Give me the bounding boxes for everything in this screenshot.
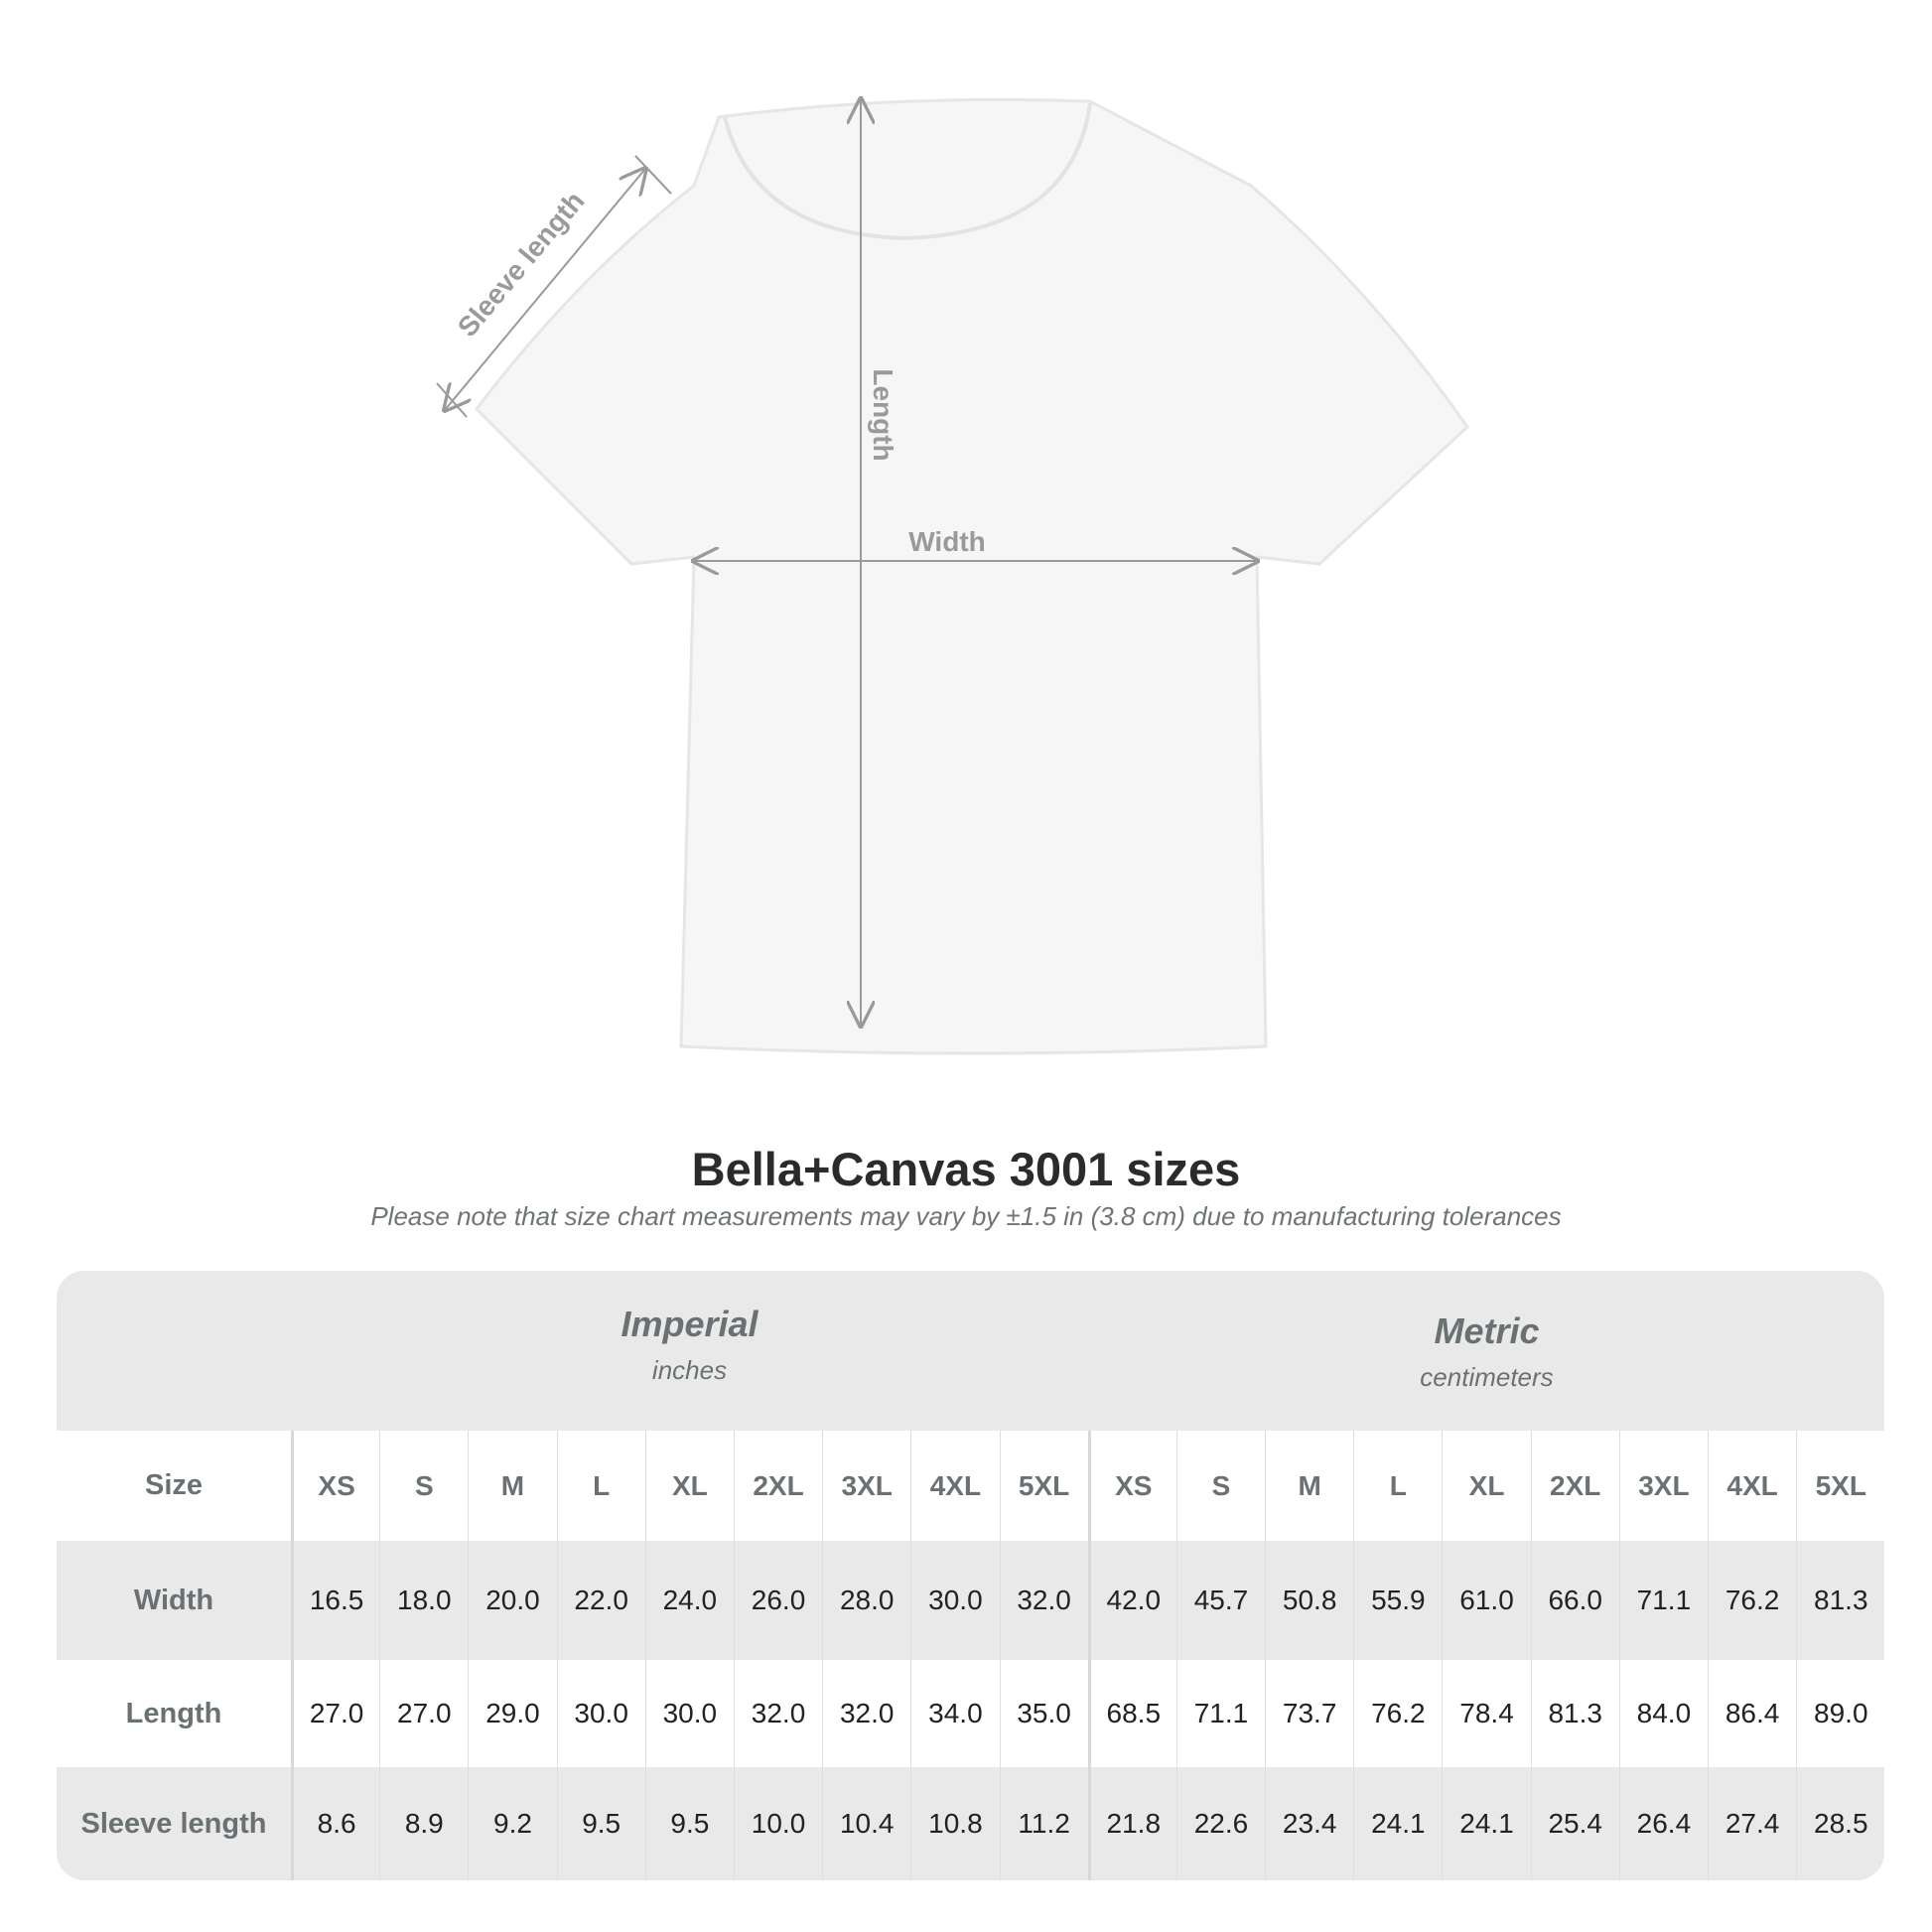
- table-cell: 9.5: [556, 1767, 645, 1880]
- table-cell: 32.0: [822, 1660, 910, 1767]
- table-cell: 34.0: [910, 1660, 999, 1767]
- row-label: Width: [133, 1584, 214, 1616]
- size-header-cell: S: [379, 1431, 468, 1541]
- size-header-cell: M: [468, 1431, 556, 1541]
- table-cell: 9.2: [468, 1767, 556, 1880]
- table-cell: 28.0: [822, 1541, 910, 1660]
- row-label: Sleeve length: [80, 1807, 267, 1840]
- size-header-cell: XS: [291, 1431, 379, 1541]
- table-cell: 55.9: [1353, 1541, 1442, 1660]
- size-header-cell: L: [1353, 1431, 1442, 1541]
- table-cell: 20.0: [468, 1541, 556, 1660]
- table-cell: 45.7: [1175, 1541, 1265, 1660]
- table-cell: 26.0: [733, 1541, 822, 1660]
- table-cell: 8.9: [379, 1767, 468, 1880]
- table-cell: 42.0: [1087, 1541, 1176, 1660]
- table-cell: 27.0: [379, 1660, 468, 1767]
- tshirt-collar: [723, 102, 1092, 241]
- table-cell: 25.4: [1530, 1767, 1619, 1880]
- table-cell: 8.6: [291, 1767, 379, 1880]
- size-header-cell: 4XL: [910, 1431, 999, 1541]
- table-cell: 71.1: [1175, 1660, 1265, 1767]
- table-cell: 30.0: [556, 1660, 645, 1767]
- table-cell: 11.2: [999, 1767, 1088, 1880]
- table-cell: 22.6: [1175, 1767, 1265, 1880]
- table-cell: 81.3: [1796, 1541, 1884, 1660]
- table-cell: 32.0: [733, 1660, 822, 1767]
- table-cell: 30.0: [644, 1660, 734, 1767]
- imperial-header: Imperial inches: [291, 1304, 1088, 1386]
- size-header-cell: 3XL: [822, 1431, 910, 1541]
- table-cell: 24.0: [644, 1541, 734, 1660]
- table-cell: 30.0: [910, 1541, 999, 1660]
- table-cell: 10.4: [822, 1767, 910, 1880]
- size-header-cell: 2XL: [1530, 1431, 1619, 1541]
- size-header-cell: XL: [1442, 1431, 1530, 1541]
- size-header-cell: M: [1265, 1431, 1353, 1541]
- table-cell: 24.1: [1353, 1767, 1442, 1880]
- table-cell: 86.4: [1708, 1660, 1796, 1767]
- table-cell: 35.0: [999, 1660, 1088, 1767]
- width-label: Width: [908, 526, 986, 557]
- size-table: Imperial inches Metric centimeters Size …: [57, 1271, 1884, 1880]
- table-cell: 73.7: [1265, 1660, 1353, 1767]
- table-cell: 68.5: [1087, 1660, 1176, 1767]
- table-cell: 21.8: [1087, 1767, 1176, 1880]
- metric-header: Metric centimeters: [1088, 1311, 1884, 1393]
- table-cell: 23.4: [1265, 1767, 1353, 1880]
- size-header-cell: 4XL: [1708, 1431, 1796, 1541]
- table-cell: 76.2: [1353, 1660, 1442, 1767]
- imperial-title: Imperial: [621, 1304, 759, 1344]
- table-cell: 18.0: [379, 1541, 468, 1660]
- row-label: Length: [125, 1697, 222, 1729]
- size-header-row: Size XS S M L XL 2XL 3XL 4XL 5XL XS S M L XL 2XL 3XL 4XL…: [57, 1431, 1884, 1541]
- tshirt-diagram: Sleeve length Length Width: [436, 0, 1469, 1055]
- page-title: Bella+Canvas 3001 sizes: [691, 1143, 1241, 1195]
- table-cell: 24.1: [1442, 1767, 1530, 1880]
- units-header: [57, 1271, 1884, 1431]
- table-cell: 32.0: [999, 1541, 1088, 1660]
- tolerance-note: Please note that size chart measurements…: [370, 1201, 1562, 1231]
- size-header-cell: L: [556, 1431, 645, 1541]
- table-cell: 9.5: [644, 1767, 734, 1880]
- imperial-unit: inches: [651, 1355, 728, 1385]
- table-cell: 27.4: [1708, 1767, 1796, 1880]
- size-header-cell: XS: [1087, 1431, 1176, 1541]
- size-header-cell: 3XL: [1618, 1431, 1708, 1541]
- row-label: Size: [144, 1469, 204, 1501]
- table-cell: 28.5: [1796, 1767, 1884, 1880]
- table-cell: 61.0: [1442, 1541, 1530, 1660]
- table-row: Length 27.0 27.0 29.0 30.0 30.0 32.0 32.0 34.0 35…: [57, 1660, 1884, 1767]
- size-header-cell: 5XL: [999, 1431, 1088, 1541]
- metric-title: Metric: [1434, 1311, 1540, 1351]
- table-cell: 50.8: [1265, 1541, 1353, 1660]
- table-cell: 76.2: [1708, 1541, 1796, 1660]
- sleeve-measure-line: [445, 169, 645, 410]
- table-row: Width 16.5 18.0 20.0 22.0 24.0 26.0 28.0 30.0 32.…: [57, 1541, 1884, 1660]
- table-cell: 71.1: [1618, 1541, 1708, 1660]
- table-cell: 89.0: [1796, 1660, 1884, 1767]
- size-header-cell: XL: [644, 1431, 734, 1541]
- tshirt-shape: [475, 97, 1469, 1055]
- table-cell: 84.0: [1618, 1660, 1708, 1767]
- table-cell: 26.4: [1618, 1767, 1708, 1880]
- table-cell: 27.0: [291, 1660, 379, 1767]
- length-label: Length: [868, 368, 898, 461]
- table-row: Sleeve length 8.6 8.9 9.2 9.5 9.5 10.0 10.4 10.8…: [57, 1767, 1884, 1880]
- size-header-cell: S: [1175, 1431, 1265, 1541]
- table-cell: 81.3: [1530, 1660, 1619, 1767]
- size-header-cell: 2XL: [733, 1431, 822, 1541]
- table-cell: 66.0: [1530, 1541, 1619, 1660]
- metric-unit: centimeters: [1420, 1362, 1554, 1392]
- size-header-cell: 5XL: [1796, 1431, 1884, 1541]
- table-cell: 22.0: [556, 1541, 645, 1660]
- table-cell: 10.0: [733, 1767, 822, 1880]
- table-cell: 16.5: [291, 1541, 379, 1660]
- table-cell: 10.8: [910, 1767, 999, 1880]
- table-cell: 29.0: [468, 1660, 556, 1767]
- table-cell: 78.4: [1442, 1660, 1530, 1767]
